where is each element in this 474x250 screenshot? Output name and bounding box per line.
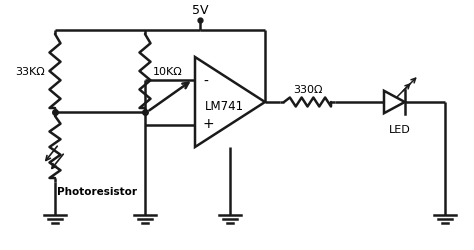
Text: 5V: 5V [192, 4, 208, 17]
Text: -: - [203, 74, 208, 88]
Text: 330Ω: 330Ω [293, 85, 322, 94]
Text: LM741: LM741 [205, 100, 244, 113]
Text: LED: LED [389, 124, 411, 134]
Text: +: + [203, 117, 215, 131]
Text: Photoresistor: Photoresistor [57, 186, 137, 196]
Text: 10KΩ: 10KΩ [153, 67, 183, 77]
Text: 33KΩ: 33KΩ [15, 67, 45, 77]
